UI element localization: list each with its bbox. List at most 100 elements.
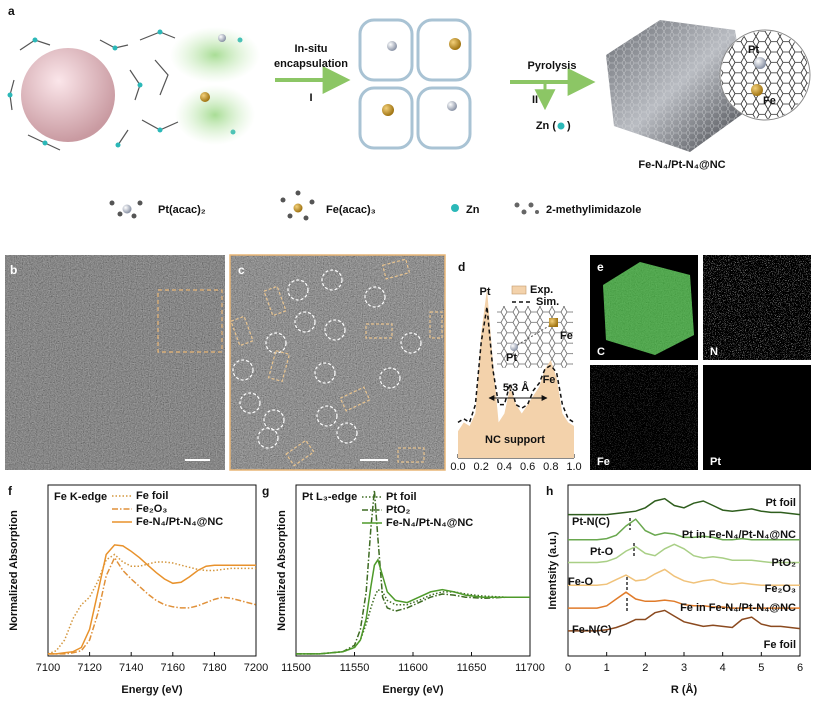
x-tick-label: 0 (565, 662, 571, 674)
plot-frame (47, 484, 257, 657)
series-label: Pt foil (765, 497, 796, 509)
fe-atom (200, 92, 210, 102)
inset-label: Pt (506, 352, 517, 364)
micrograph (400, 332, 422, 354)
line (457, 306, 575, 424)
x-tick-label: 1.0 (566, 461, 581, 473)
x-tick-label: 11500 (281, 662, 311, 674)
series-label: PtO₂ (772, 557, 797, 569)
micrograph (267, 349, 291, 383)
x-axis-label: Energy (eV) (382, 684, 443, 696)
encapsulated-atoms (447, 101, 457, 111)
series-label: Fe in Fe-N₄/Pt-N₄@NC (680, 602, 796, 614)
legend-label: Sim. (536, 296, 559, 308)
micrograph (230, 255, 445, 470)
y-axis-label: Normalized Absorption (8, 510, 20, 631)
zn-nodes (42, 140, 48, 146)
map-label: C (597, 346, 605, 358)
legend-icons (528, 202, 534, 208)
map-label: Pt (710, 456, 721, 468)
legend-icons (117, 211, 123, 217)
micrograph (229, 254, 446, 471)
legend-label: PtO₂ (386, 504, 411, 516)
annotation: Fe-N(C) (572, 624, 612, 636)
zn-nodes (157, 29, 163, 35)
map-label: Fe (597, 456, 610, 468)
x-tick-label: 0.2 (474, 461, 489, 473)
x-tick-label: 5 (758, 662, 764, 674)
texts: a b c d e f g h In-situ encapsulation I … (8, 4, 776, 498)
legend-icons (309, 199, 315, 205)
legend-label: Pt foil (386, 491, 417, 503)
x-tick-label: 11700 (515, 662, 545, 674)
x-tick-label: 0.8 (543, 461, 558, 473)
micrograph (287, 279, 309, 301)
x-tick-label: 7200 (244, 662, 268, 674)
legend-icons (122, 204, 132, 214)
panel-label: c (238, 263, 245, 277)
legend-icons (280, 190, 315, 221)
scheme-artwork (7, 18, 811, 221)
micrograph (263, 409, 285, 431)
product-label: Fe-N₄/Pt-N₄@NC (638, 159, 725, 171)
inset-structure (497, 306, 573, 368)
legend-label: Fe-N₄/Pt-N₄@NC (386, 517, 473, 529)
line (568, 497, 801, 516)
legend-icons (535, 210, 539, 214)
fe-atom (751, 84, 763, 96)
zn-atom (557, 122, 565, 130)
panel-label: d (458, 260, 465, 274)
graphene (721, 31, 809, 119)
x-axis-label: R (Å) (671, 683, 698, 696)
panel-label: f (8, 484, 13, 498)
encapsulated-atoms (387, 41, 397, 51)
element-map (590, 255, 811, 470)
micrograph (381, 258, 411, 280)
zif-cage (358, 18, 414, 82)
micrograph (321, 269, 343, 291)
micrograph (263, 285, 287, 317)
y-axis-label: Normalized Absorption (276, 510, 288, 631)
area (458, 288, 574, 458)
legend-label: Exp. (530, 284, 553, 296)
legend-icons (293, 203, 303, 213)
x-tick-label: 7160 (161, 662, 185, 674)
step-label: Pyrolysis (528, 60, 577, 72)
micrograph (257, 427, 279, 449)
micrograph (265, 332, 287, 354)
series-label: Fe₂O₃ (765, 583, 796, 595)
micrograph (232, 359, 254, 381)
panel-label: b (10, 263, 17, 277)
encapsulated-atoms (382, 104, 394, 116)
micrograph (5, 255, 225, 470)
line (296, 490, 530, 655)
legend-icons (295, 190, 301, 196)
site-label: Fe (763, 95, 776, 107)
line (48, 544, 256, 655)
pt-atom (754, 57, 766, 69)
plot-frame (295, 484, 531, 657)
zif-cage (416, 18, 472, 82)
encapsulated-atoms (449, 38, 461, 50)
line (568, 591, 800, 609)
x-tick-label: 6 (797, 662, 803, 674)
micrograph (230, 258, 443, 467)
annotation: Pt-N(C) (572, 516, 610, 528)
byproduct: ) (567, 120, 571, 132)
inset-structure (497, 306, 573, 368)
panel-label: e (597, 260, 604, 274)
element-map (603, 262, 694, 355)
micrograph (314, 362, 336, 384)
micrograph (232, 269, 422, 449)
micrograph (365, 323, 393, 339)
legend-icons (109, 190, 539, 221)
micrograph (294, 311, 316, 333)
legend-icons (287, 213, 293, 219)
line (568, 543, 800, 564)
legend-icons (137, 200, 143, 206)
annotation: Pt (480, 286, 491, 298)
x-tick-label: 11600 (398, 662, 428, 674)
panel-label: h (546, 484, 553, 498)
site-label: Pt (748, 44, 759, 56)
zn-nodes (112, 45, 118, 51)
